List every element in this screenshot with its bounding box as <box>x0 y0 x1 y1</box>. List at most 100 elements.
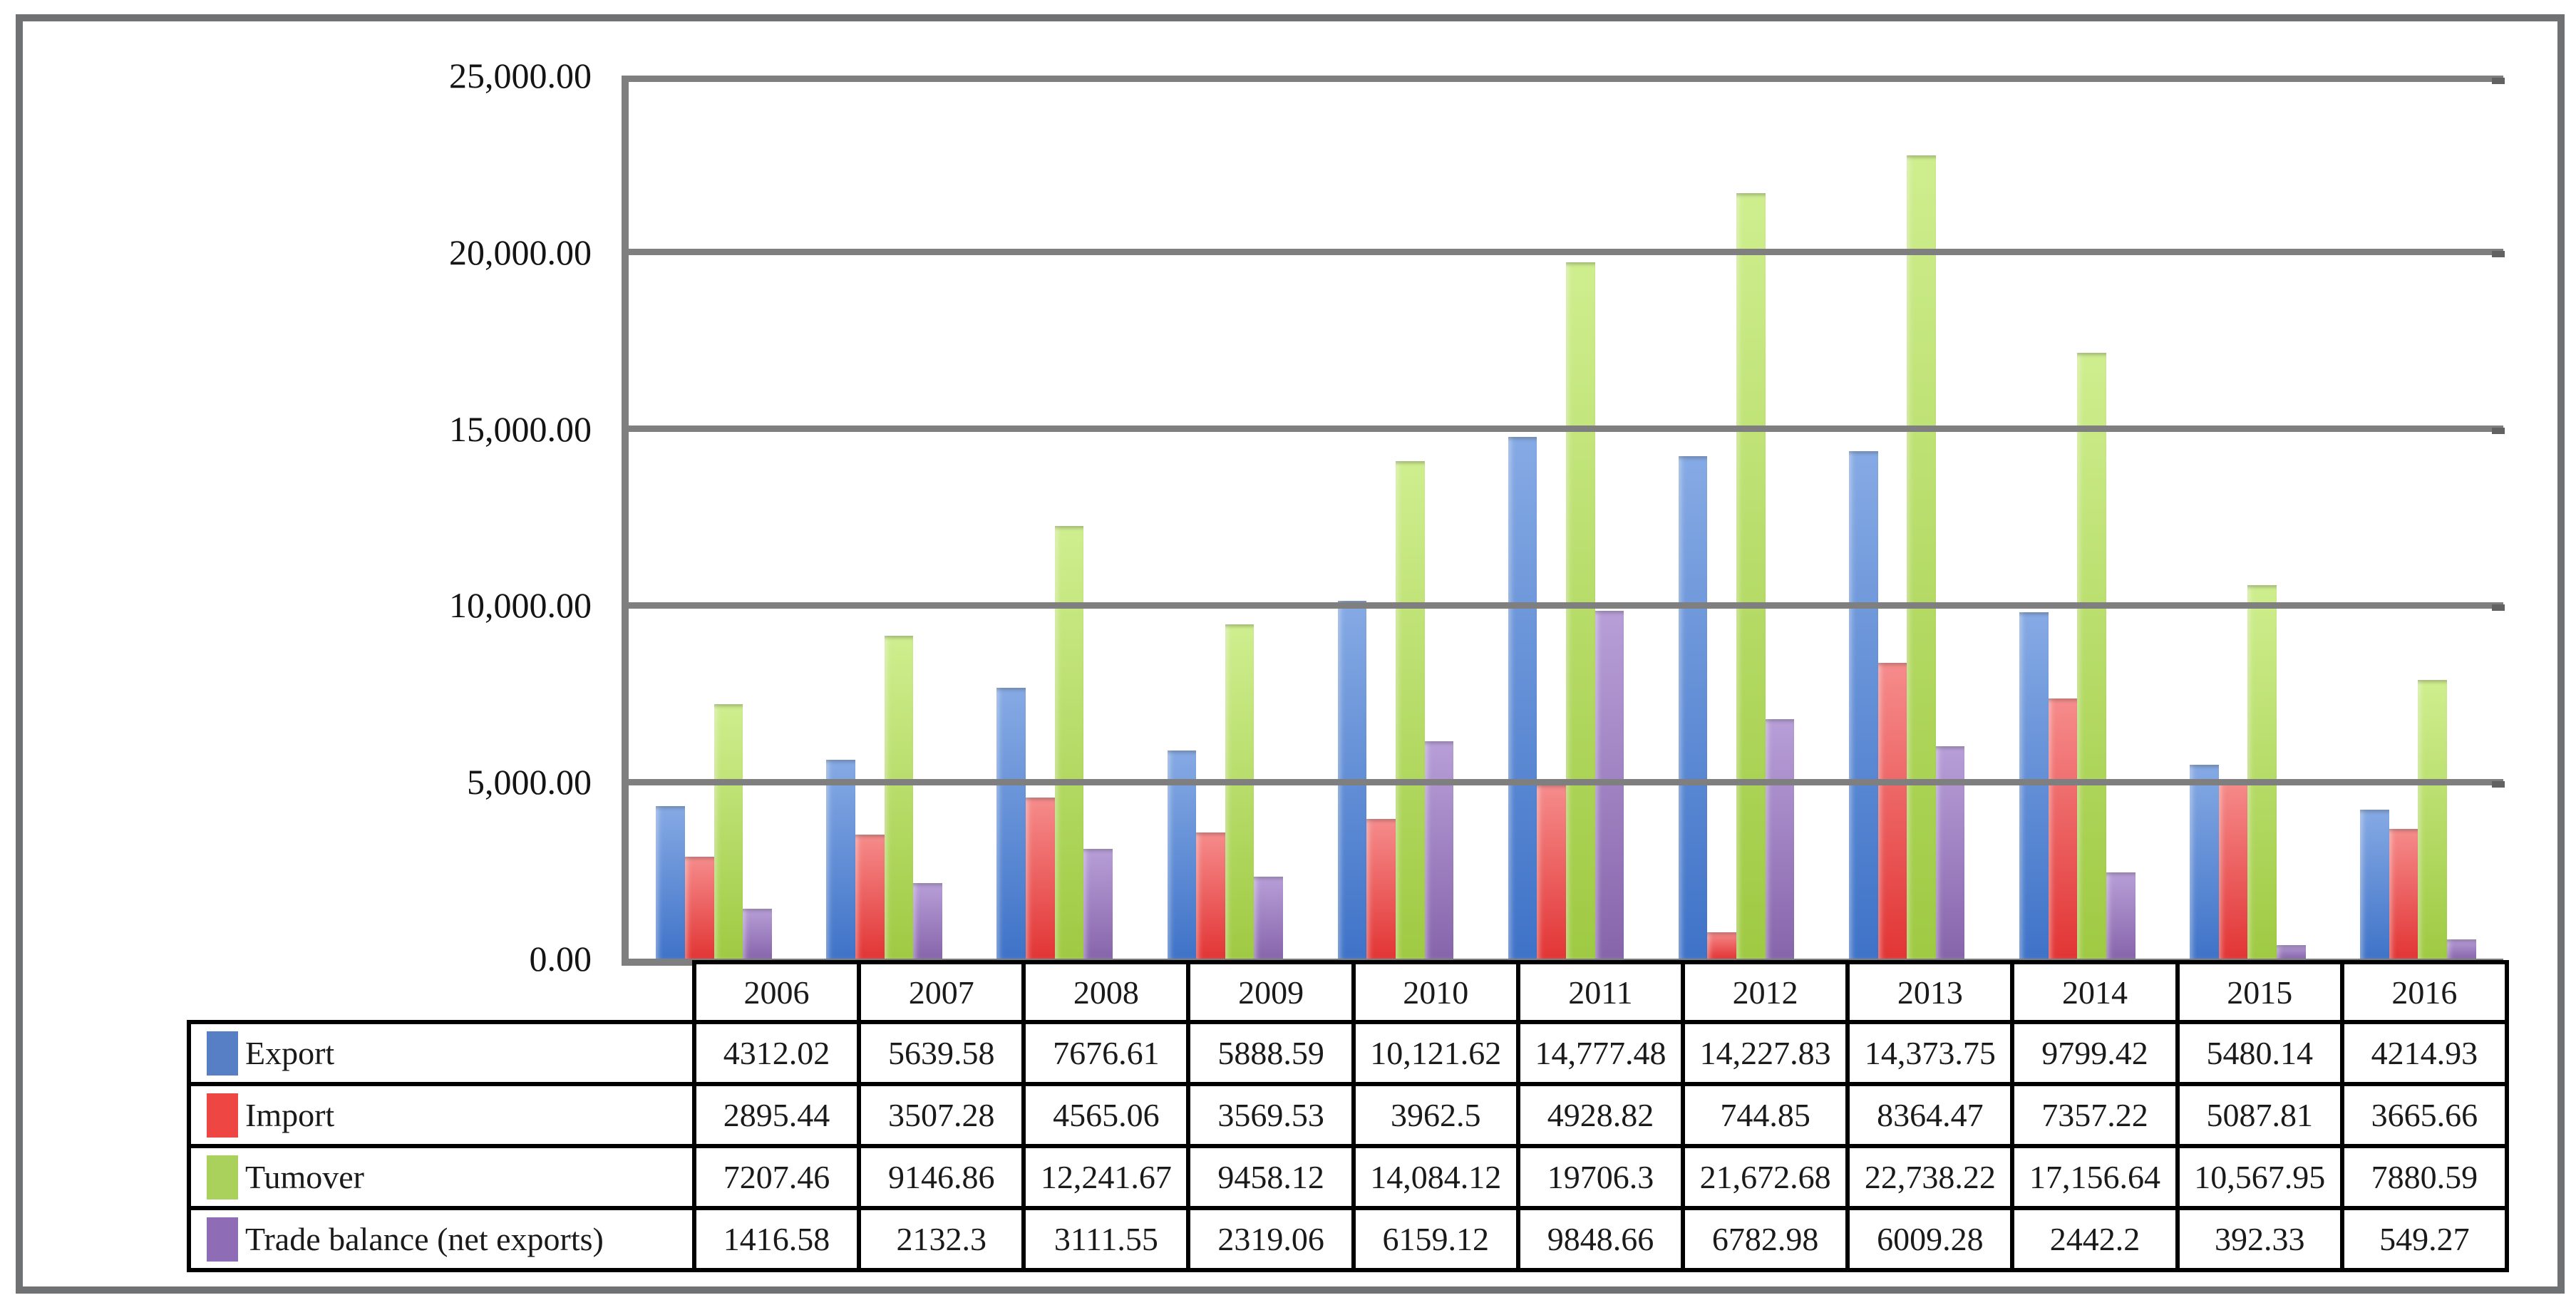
value-cell-import-2010: 3962.5 <box>1351 1082 1520 1148</box>
value-cell-export-2016: 4214.93 <box>2339 1020 2510 1086</box>
series-label: Import <box>245 1097 335 1133</box>
bar-export-2008 <box>996 687 1026 959</box>
value-cell-import-2006: 2895.44 <box>691 1082 862 1148</box>
bar-tumover-2011 <box>1566 262 1595 959</box>
series-label: Export <box>245 1035 335 1071</box>
bar-tumover-2012 <box>1736 192 1766 959</box>
bar-tumover-2008 <box>1054 526 1084 959</box>
value-cell-export-2015: 5480.14 <box>2175 1020 2344 1086</box>
bar-group-2015 <box>2163 76 2333 959</box>
bar-trade-balance-net-exports-2009 <box>1254 877 1284 959</box>
table-row-export: Export 4312.02 5639.58 7676.61 5888.59 10,121… <box>187 1020 2510 1086</box>
value-cell-tumover-2011: 19706.3 <box>1515 1144 1686 1210</box>
bar-import-2008 <box>1026 797 1055 959</box>
value-cell-import-2015: 5087.81 <box>2175 1082 2344 1148</box>
year-header-cell: 2014 <box>2010 960 2180 1024</box>
legend-swatch-export <box>207 1031 238 1076</box>
value-cell-tumover-2015: 10,567.95 <box>2175 1144 2344 1210</box>
value-cell-import-2011: 4928.82 <box>1515 1082 1686 1148</box>
value-cell-trade-balance-net-exports-2016: 549.27 <box>2339 1206 2510 1272</box>
gridline-5000 <box>629 778 2505 788</box>
y-axis-label: 5,000.00 <box>467 762 592 803</box>
bar-group-2009 <box>1140 76 1310 959</box>
bar-trade-balance-net-exports-2008 <box>1083 848 1113 959</box>
table-row-trade-balance-net-exports: Trade balance (net exports) 1416.58 2132.3… <box>187 1206 2510 1272</box>
value-cell-tumover-2012: 21,672.68 <box>1681 1144 1850 1210</box>
y-axis-label: 25,000.00 <box>449 56 592 96</box>
bar-trade-balance-net-exports-2014 <box>2106 872 2135 959</box>
data-table: 2006 2007 2008 2009 2010 2011 2012 2013 2014 2015… <box>187 960 2510 1272</box>
bar-import-2006 <box>684 856 714 959</box>
bar-trade-balance-net-exports-2006 <box>743 908 772 959</box>
year-header-cell: 2007 <box>857 960 1026 1024</box>
year-header-cell: 2008 <box>1021 960 1191 1024</box>
bar-group-2016 <box>2333 76 2503 959</box>
bar-import-2010 <box>1366 818 1396 959</box>
bar-trade-balance-net-exports-2015 <box>2277 944 2306 959</box>
bar-tumover-2015 <box>2247 585 2277 959</box>
bar-trade-balance-net-exports-2016 <box>2447 939 2476 959</box>
value-cell-tumover-2010: 14,084.12 <box>1351 1144 1520 1210</box>
bar-tumover-2016 <box>2418 680 2448 959</box>
value-cell-import-2012: 744.85 <box>1681 1082 1850 1148</box>
bar-import-2007 <box>855 835 885 959</box>
value-cell-import-2014: 7357.22 <box>2010 1082 2180 1148</box>
bar-group-2006 <box>629 76 799 959</box>
value-cell-export-2010: 10,121.62 <box>1351 1020 1520 1086</box>
value-cell-import-2013: 8364.47 <box>1845 1082 2015 1148</box>
year-header-cell: 2016 <box>2339 960 2510 1024</box>
value-cell-trade-balance-net-exports-2010: 6159.12 <box>1351 1206 1520 1272</box>
value-cell-import-2007: 3507.28 <box>857 1082 1026 1148</box>
bar-trade-balance-net-exports-2010 <box>1424 741 1454 959</box>
year-header-cell: 2013 <box>1845 960 2015 1024</box>
plot-area <box>622 76 2505 966</box>
bar-export-2015 <box>2190 765 2219 959</box>
value-cell-export-2008: 7676.61 <box>1021 1020 1191 1086</box>
value-cell-trade-balance-net-exports-2012: 6782.98 <box>1681 1206 1850 1272</box>
bar-tumover-2010 <box>1395 461 1425 959</box>
bar-import-2016 <box>2389 829 2418 959</box>
value-cell-trade-balance-net-exports-2014: 2442.2 <box>2010 1206 2180 1272</box>
bar-tumover-2007 <box>884 635 914 959</box>
bar-tumover-2013 <box>1907 155 1936 959</box>
value-cell-trade-balance-net-exports-2008: 3111.55 <box>1021 1206 1191 1272</box>
value-cell-tumover-2009: 9458.12 <box>1186 1144 1356 1210</box>
bar-import-2009 <box>1196 832 1225 959</box>
legend-swatch-import <box>207 1093 238 1138</box>
year-header-cell: 2012 <box>1681 960 1850 1024</box>
bar-tumover-2014 <box>2077 352 2106 959</box>
bar-tumover-2006 <box>713 703 743 959</box>
legend-swatch-tumover <box>207 1155 238 1200</box>
bar-trade-balance-net-exports-2012 <box>1765 718 1795 959</box>
bar-export-2009 <box>1167 751 1197 959</box>
series-label-wrap: Trade balance (net exports) <box>193 1217 690 1262</box>
value-cell-export-2013: 14,373.75 <box>1845 1020 2015 1086</box>
bar-export-2006 <box>656 806 685 959</box>
value-cell-export-2014: 9799.42 <box>2010 1020 2180 1086</box>
bar-group-2011 <box>1480 76 1651 959</box>
bar-tumover-2009 <box>1225 624 1254 959</box>
table-header-row: 2006 2007 2008 2009 2010 2011 2012 2013 2014 2015… <box>189 960 2510 1024</box>
series-label-cell: Tumover <box>187 1144 696 1210</box>
value-cell-export-2007: 5639.58 <box>857 1020 1026 1086</box>
bar-group-2012 <box>1652 76 1822 959</box>
value-cell-trade-balance-net-exports-2006: 1416.58 <box>691 1206 862 1272</box>
bar-group-2008 <box>969 76 1140 959</box>
bar-import-2015 <box>2218 778 2248 959</box>
gridline-15000 <box>629 426 2505 435</box>
value-cell-import-2016: 3665.66 <box>2339 1082 2510 1148</box>
bar-import-2012 <box>1707 932 1737 959</box>
series-label-wrap: Export <box>193 1031 690 1076</box>
value-cell-tumover-2006: 7207.46 <box>691 1144 862 1210</box>
bar-group-2010 <box>1310 76 1480 959</box>
value-cell-import-2009: 3569.53 <box>1186 1082 1356 1148</box>
bar-group-2014 <box>1992 76 2163 959</box>
year-header-cell: 2010 <box>1351 960 1520 1024</box>
gridline-20000 <box>629 249 2505 258</box>
value-cell-tumover-2014: 17,156.64 <box>2010 1144 2180 1210</box>
bar-import-2013 <box>1877 663 1907 959</box>
value-cell-export-2011: 14,777.48 <box>1515 1020 1686 1086</box>
bar-export-2007 <box>826 759 855 959</box>
bar-export-2013 <box>1848 450 1878 959</box>
